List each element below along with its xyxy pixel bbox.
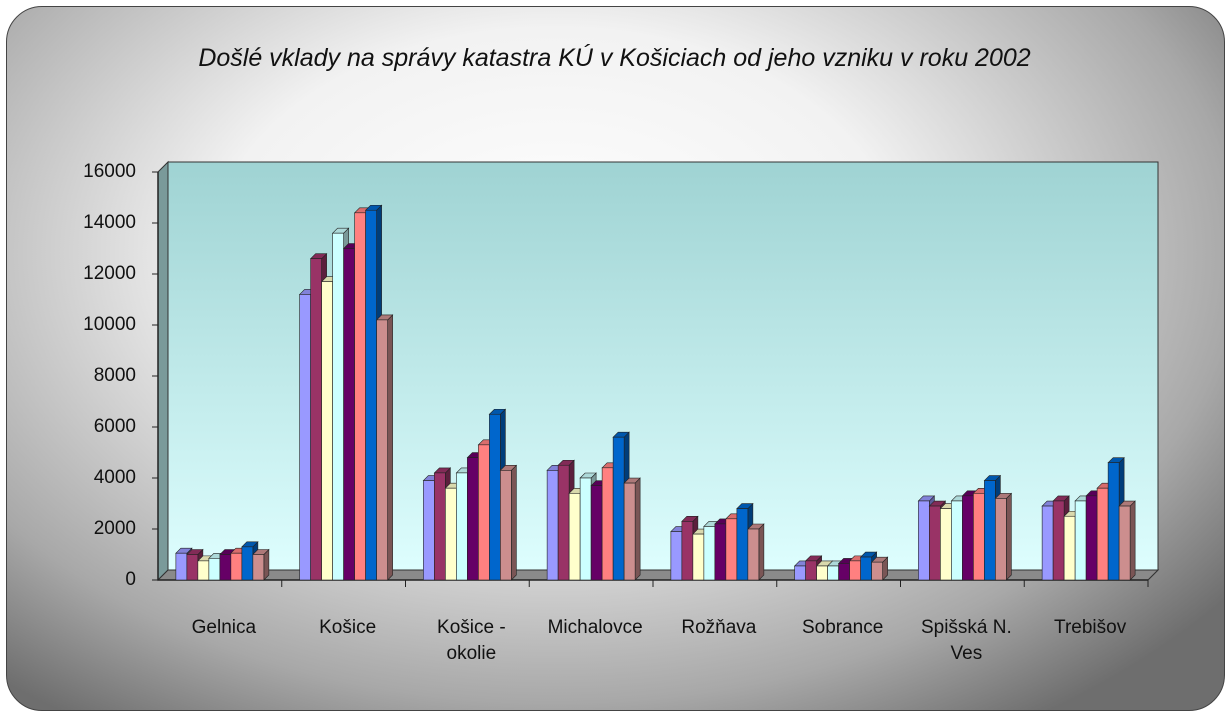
bar <box>995 498 1007 581</box>
bar-side <box>387 314 393 581</box>
bar <box>423 480 435 581</box>
side-wall <box>157 160 169 582</box>
bar <box>230 552 243 581</box>
bar <box>456 472 468 581</box>
y-tick-label: 6000 <box>94 416 136 437</box>
bar <box>623 482 636 581</box>
bar <box>489 413 501 581</box>
bar <box>376 319 388 581</box>
bar <box>310 258 322 581</box>
bar <box>805 560 817 581</box>
bar <box>478 444 490 581</box>
bar <box>219 554 232 581</box>
bar <box>984 480 996 581</box>
x-tick-label: Gelnica <box>191 617 257 638</box>
bar <box>197 560 210 581</box>
bar <box>445 487 457 581</box>
bar <box>962 495 974 581</box>
bar <box>557 464 570 581</box>
y-tick-label: 0 <box>125 569 136 590</box>
bar <box>354 212 366 581</box>
y-tick-label: 8000 <box>94 365 136 386</box>
bar <box>827 565 839 581</box>
bar <box>929 505 941 581</box>
bar <box>579 477 592 581</box>
bar <box>343 248 355 581</box>
bar <box>860 556 872 581</box>
bar <box>940 508 952 581</box>
x-tick-label: Michalovce <box>547 617 643 638</box>
bar <box>1041 505 1054 581</box>
bar <box>747 528 760 581</box>
bar <box>175 552 188 581</box>
bar-side <box>1129 500 1136 581</box>
bar-side <box>511 464 517 581</box>
y-tick-label: 10000 <box>83 314 136 335</box>
x-tick-label: Sobrance <box>801 617 884 638</box>
bar <box>321 281 333 581</box>
bar <box>1063 515 1076 581</box>
bar <box>467 457 479 581</box>
y-tick-label: 4000 <box>94 467 136 488</box>
bar <box>590 485 603 581</box>
bar <box>1052 500 1065 581</box>
bar <box>951 500 963 581</box>
bar <box>1107 462 1120 581</box>
x-tick-label: Košice - okolie <box>437 617 506 664</box>
bar <box>838 563 850 581</box>
bar <box>299 294 311 581</box>
bar <box>714 523 727 581</box>
bar <box>546 470 559 581</box>
y-tick-label: 16000 <box>83 161 136 182</box>
bar <box>612 436 625 581</box>
bar <box>500 470 512 581</box>
bar <box>1085 495 1098 581</box>
bar <box>208 558 221 581</box>
bar <box>703 526 716 581</box>
bar <box>871 561 883 581</box>
bar <box>736 508 749 581</box>
x-tick-label: Spišská N. Ves <box>920 617 1012 664</box>
y-tick-label: 12000 <box>83 263 136 284</box>
bar-side <box>1006 492 1012 581</box>
bar <box>816 565 828 581</box>
bar <box>1118 505 1131 581</box>
y-tick-label: 14000 <box>83 212 136 233</box>
x-tick-label: Košice <box>319 617 377 638</box>
bar <box>186 554 199 581</box>
bar <box>241 546 254 581</box>
bar <box>794 565 806 581</box>
bar <box>568 492 581 581</box>
bar-side <box>758 523 765 581</box>
bar <box>601 467 614 581</box>
bar <box>725 518 738 581</box>
bar <box>973 492 985 581</box>
bar <box>692 533 705 581</box>
bar <box>252 554 265 581</box>
bar <box>434 472 446 581</box>
x-tick-label: Rožňava <box>681 617 757 638</box>
bar <box>681 521 694 581</box>
bar <box>332 232 344 581</box>
bar <box>670 531 683 581</box>
bar-side <box>634 477 641 581</box>
bar <box>1074 500 1087 581</box>
y-tick-label: 2000 <box>94 518 136 539</box>
bar <box>918 500 930 581</box>
bar <box>365 209 377 581</box>
chart-title: Došlé vklady na správy katastra KÚ v Koš… <box>198 44 1031 72</box>
bar <box>849 560 861 581</box>
x-tick-label: Trebišov <box>1054 617 1127 638</box>
bar <box>1096 487 1109 581</box>
